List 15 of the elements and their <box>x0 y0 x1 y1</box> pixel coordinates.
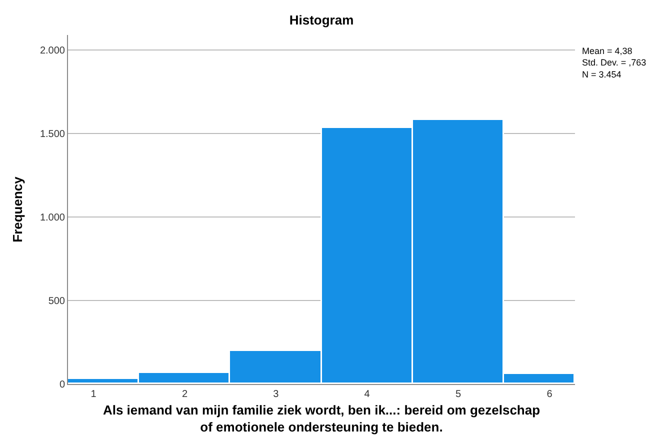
y-axis-title: Frequency <box>10 176 25 242</box>
chart-title: Histogram <box>289 12 354 28</box>
y-tick-label: 1.000 <box>40 212 66 224</box>
x-tick-label: 4 <box>364 389 370 400</box>
x-tick-label: 1 <box>90 389 97 400</box>
x-tick-label: 2 <box>182 389 188 400</box>
y-tick-label: 2.000 <box>40 46 66 57</box>
x-tick-label: 3 <box>273 389 280 400</box>
text: Mean = 4,38 Std. Dev. = ,763 N = 3.454 <box>582 46 646 80</box>
x-axis-title: Als iemand van mijn familie ziek wordt, ben ik...: bereid om gezelschap of emotionele ondersteuning te bieden. <box>102 402 540 434</box>
y-tick-label: 0 <box>59 380 66 390</box>
x-tick-label: 5 <box>456 389 462 400</box>
x-tick-label: 6 <box>546 389 553 400</box>
y-tick-label: 500 <box>48 296 66 308</box>
y-tick-label: 1.500 <box>40 129 66 140</box>
